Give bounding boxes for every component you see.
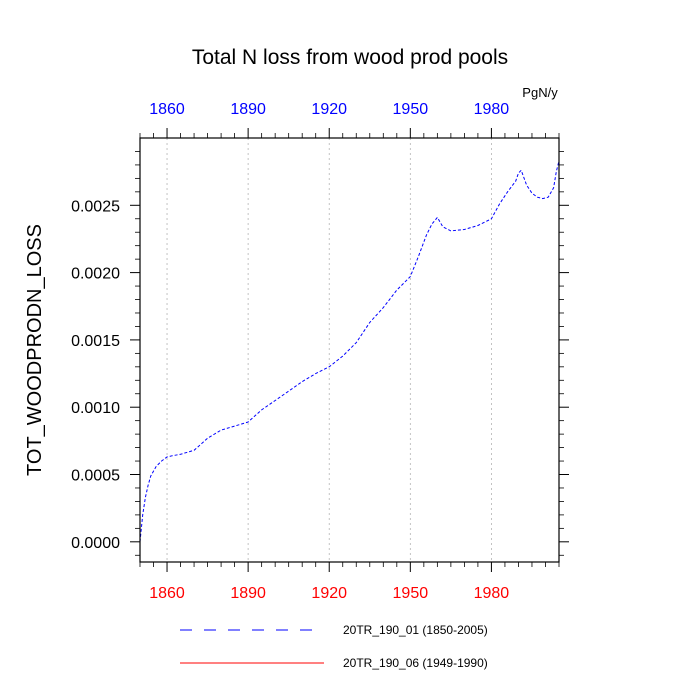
y-tick-label: 0.0025 xyxy=(71,198,120,215)
x-tick-label-bottom: 1980 xyxy=(474,585,510,602)
x-tick-label-bottom: 1950 xyxy=(393,585,429,602)
x-tick-label-bottom: 1890 xyxy=(230,585,266,602)
series-lines xyxy=(139,160,560,542)
units-label: PgN/y xyxy=(522,85,558,100)
x-tick-label-top: 1860 xyxy=(149,101,185,118)
chart-title: Total N loss from wood prod pools xyxy=(192,46,508,69)
y-tick-label: 0.0010 xyxy=(71,400,120,417)
y-axis-label: TOT_WOODPRODN_LOSS xyxy=(24,224,46,476)
x-tick-label-top: 1890 xyxy=(230,101,266,118)
x-tick-label-bottom: 1920 xyxy=(311,585,347,602)
grid-lines xyxy=(166,138,492,562)
y-tick-label: 0.0000 xyxy=(71,535,120,552)
x-tick-label-top: 1950 xyxy=(393,101,429,118)
x-tick-label-bottom: 1860 xyxy=(149,585,185,602)
legend-label: 20TR_190_06 (1949-1990) xyxy=(343,656,488,670)
legend: 20TR_190_01 (1850-2005) 20TR_190_06 (1949… xyxy=(180,623,488,670)
plot-frame xyxy=(139,137,560,563)
axis-ticks xyxy=(130,128,569,572)
x-tick-label-top: 1980 xyxy=(474,101,510,118)
x-tick-label-top: 1920 xyxy=(311,101,347,118)
legend-label: 20TR_190_01 (1850-2005) xyxy=(343,623,488,637)
series-line xyxy=(139,160,560,542)
y-tick-label: 0.0005 xyxy=(71,468,120,485)
tick-labels: 1860 1860 1890 1890 1920 1920 1950 1950 1980 1980… xyxy=(71,101,509,602)
y-tick-label: 0.0020 xyxy=(71,266,120,283)
y-tick-label: 0.0015 xyxy=(71,333,120,350)
